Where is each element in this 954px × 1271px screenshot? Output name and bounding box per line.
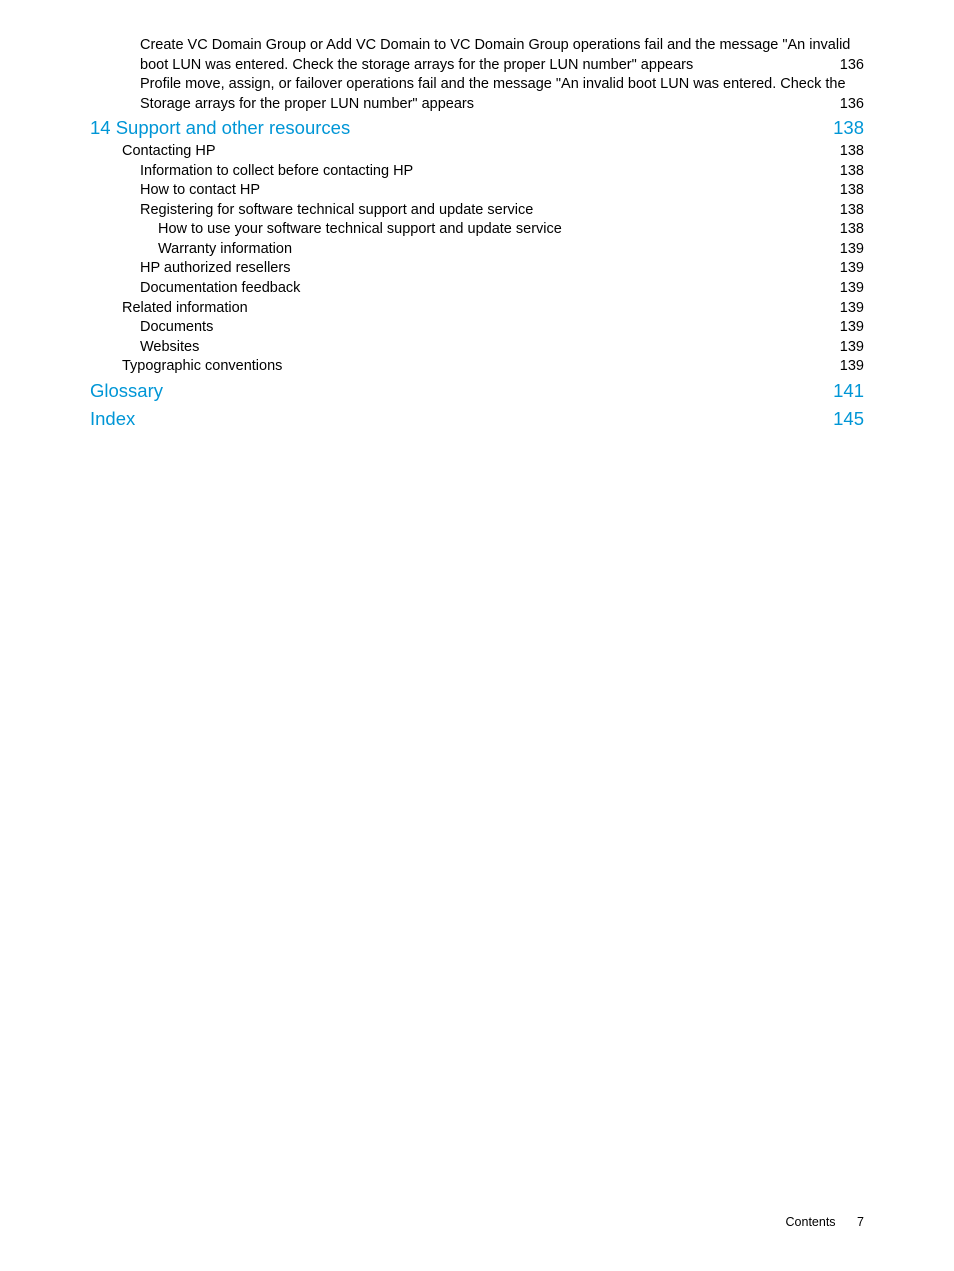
toc-entry-page: 138 — [838, 220, 864, 240]
toc-entry-page: 139 — [838, 357, 864, 377]
toc-entry-text: Information to collect before contacting… — [140, 162, 413, 182]
toc-entry[interactable]: Information to collect before contacting… — [90, 162, 864, 182]
toc-entry-text: boot LUN was entered. Check the storage … — [140, 56, 693, 76]
toc-entry[interactable]: Create VC Domain Group or Add VC Domain … — [90, 36, 864, 56]
toc-entry-text: Warranty information — [158, 240, 292, 260]
toc-entry-text: Storage arrays for the proper LUN number… — [140, 95, 474, 115]
toc-entry-text: Create VC Domain Group or Add VC Domain … — [140, 36, 850, 56]
toc-entry-text: 14 Support and other resources — [90, 114, 350, 142]
toc-entry-text: Registering for software technical suppo… — [140, 201, 533, 221]
toc-entry[interactable]: Documents 139 — [90, 318, 864, 338]
toc-entry-text: Related information — [122, 299, 248, 319]
toc-entry-page: 139 — [838, 318, 864, 338]
toc-entry-text: How to contact HP — [140, 181, 260, 201]
footer-page-number: 7 — [857, 1215, 864, 1229]
toc-entry-text: HP authorized resellers — [140, 259, 290, 279]
toc-entry[interactable]: Related information 139 — [90, 299, 864, 319]
toc-entry[interactable]: Profile move, assign, or failover operat… — [90, 75, 864, 95]
page-container: Create VC Domain Group or Add VC Domain … — [0, 0, 954, 1271]
toc-entry-text: Contacting HP — [122, 142, 216, 162]
toc-entry-text: Documentation feedback — [140, 279, 300, 299]
toc-entry-page: 141 — [831, 377, 864, 405]
toc-entry[interactable]: Websites 139 — [90, 338, 864, 358]
toc-entry-page: 138 — [838, 181, 864, 201]
toc-entry-text: Websites — [140, 338, 199, 358]
toc-entry[interactable]: Typographic conventions 139 — [90, 357, 864, 377]
toc-entry-text: How to use your software technical suppo… — [158, 220, 562, 240]
toc-chapter-entry[interactable]: Index 145 — [90, 405, 864, 433]
toc-entry[interactable]: Contacting HP 138 — [90, 142, 864, 162]
toc-entry[interactable]: Registering for software technical suppo… — [90, 201, 864, 221]
toc-entry-page: 139 — [838, 299, 864, 319]
toc-entry-page: 145 — [831, 405, 864, 433]
toc-entry-text: Typographic conventions — [122, 357, 282, 377]
toc-entry[interactable]: Storage arrays for the proper LUN number… — [90, 95, 864, 115]
toc-entry[interactable]: Warranty information 139 — [90, 240, 864, 260]
toc-entry[interactable]: boot LUN was entered. Check the storage … — [90, 56, 864, 76]
toc-chapter-entry[interactable]: 14 Support and other resources 138 — [90, 114, 864, 142]
toc-entry-text: Documents — [140, 318, 213, 338]
toc-entry-text: Profile move, assign, or failover operat… — [140, 75, 846, 95]
toc-entry-text: Glossary — [90, 377, 163, 405]
toc-entry-page: 138 — [838, 142, 864, 162]
toc-entry[interactable]: Documentation feedback 139 — [90, 279, 864, 299]
toc-entry-page: 136 — [838, 95, 864, 115]
toc-entry-text: Index — [90, 405, 135, 433]
toc-chapter-entry[interactable]: Glossary 141 — [90, 377, 864, 405]
toc-entry-page: 139 — [838, 240, 864, 260]
toc-entry-page: 138 — [838, 162, 864, 182]
toc-entry-page: 139 — [838, 338, 864, 358]
toc-entry-page: 139 — [838, 279, 864, 299]
toc-entry[interactable]: HP authorized resellers 139 — [90, 259, 864, 279]
toc-entry-page: 136 — [838, 56, 864, 76]
page-footer: Contents 7 — [786, 1215, 864, 1229]
toc-entry-page: 139 — [838, 259, 864, 279]
toc-entry-page: 138 — [831, 114, 864, 142]
table-of-contents: Create VC Domain Group or Add VC Domain … — [90, 36, 864, 432]
toc-entry[interactable]: How to contact HP 138 — [90, 181, 864, 201]
toc-entry[interactable]: How to use your software technical suppo… — [90, 220, 864, 240]
footer-section-label: Contents — [786, 1215, 836, 1229]
toc-entry-page: 138 — [838, 201, 864, 221]
